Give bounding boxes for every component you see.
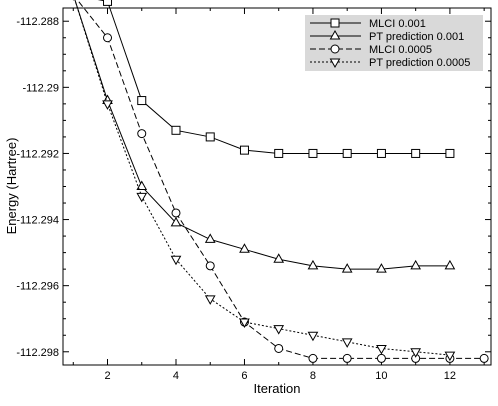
y-tick-label: -112.298 xyxy=(16,347,59,359)
data-point xyxy=(376,148,386,158)
y-tick-label: -112.296 xyxy=(16,281,59,293)
data-point xyxy=(239,145,249,155)
data-point xyxy=(136,180,148,190)
data-point xyxy=(137,129,147,139)
data-point xyxy=(410,259,422,270)
legend-marker xyxy=(329,58,341,69)
tick-marks xyxy=(63,8,491,365)
data-point xyxy=(342,353,352,363)
legend-marker xyxy=(329,29,341,40)
x-tick-label: 10 xyxy=(375,370,387,382)
data-point xyxy=(204,295,216,305)
data-point xyxy=(341,263,353,273)
x-tick-label: 12 xyxy=(444,370,456,382)
data-point xyxy=(102,100,113,110)
data-point xyxy=(445,148,455,158)
x-tick-label: 4 xyxy=(173,370,179,382)
data-point xyxy=(205,261,215,271)
series-3 xyxy=(76,0,489,363)
data-point xyxy=(444,259,456,270)
y-axis-label: Energy (Hartree) xyxy=(4,138,19,235)
data-point xyxy=(479,353,489,363)
y-tick-label: -112.292 xyxy=(16,148,59,160)
data-point xyxy=(307,259,319,270)
data-point xyxy=(103,33,113,43)
data-point xyxy=(136,192,148,203)
data-point xyxy=(239,318,250,329)
data-point xyxy=(342,148,352,158)
y-tick-label: -112.288 xyxy=(16,16,59,28)
data-point xyxy=(410,348,422,358)
data-point xyxy=(170,255,182,266)
data-point xyxy=(273,253,285,263)
data-point xyxy=(376,263,387,273)
data-point xyxy=(341,338,353,348)
data-point xyxy=(137,96,147,106)
x-tick-label: 2 xyxy=(104,370,110,382)
series-2 xyxy=(74,0,456,273)
data-point xyxy=(205,132,215,142)
y-tick-label: -112.294 xyxy=(16,215,59,227)
series-4 xyxy=(72,0,456,362)
data-point xyxy=(376,344,387,355)
y-tick-label: -112.29 xyxy=(23,82,60,94)
data-point xyxy=(274,343,284,353)
data-point xyxy=(376,353,386,363)
data-point xyxy=(103,0,113,6)
legend-label: PT prediction 0.001 xyxy=(369,31,464,43)
x-tick-label: 8 xyxy=(310,370,316,382)
data-point xyxy=(171,208,181,218)
series-line xyxy=(74,0,450,356)
legend-marker xyxy=(330,44,340,54)
data-point xyxy=(411,148,421,158)
data-point xyxy=(308,353,318,363)
legend-marker xyxy=(330,18,340,28)
data-point xyxy=(273,325,285,335)
tick-labels: 2 4 6 8 10 12 -112.288 -112.29 -112.292 -112.294 -… xyxy=(16,16,456,382)
series-1 xyxy=(97,0,455,158)
data-point xyxy=(171,125,181,135)
data-point xyxy=(170,216,182,227)
series-line xyxy=(97,0,450,154)
series-line xyxy=(74,0,450,270)
x-axis-label: Iteration xyxy=(254,381,301,396)
data-point xyxy=(444,351,456,362)
x-tick-label: 6 xyxy=(241,370,247,382)
data-point xyxy=(274,148,284,158)
legend-label: PT prediction 0.0005 xyxy=(369,57,470,69)
data-point xyxy=(239,243,250,253)
data-point xyxy=(308,148,318,158)
legend-label: MLCI 0.001 xyxy=(369,18,426,30)
series-layer xyxy=(72,0,489,363)
legend-label: MLCI 0.0005 xyxy=(369,44,432,56)
data-point xyxy=(307,331,319,342)
data-point xyxy=(204,233,216,243)
